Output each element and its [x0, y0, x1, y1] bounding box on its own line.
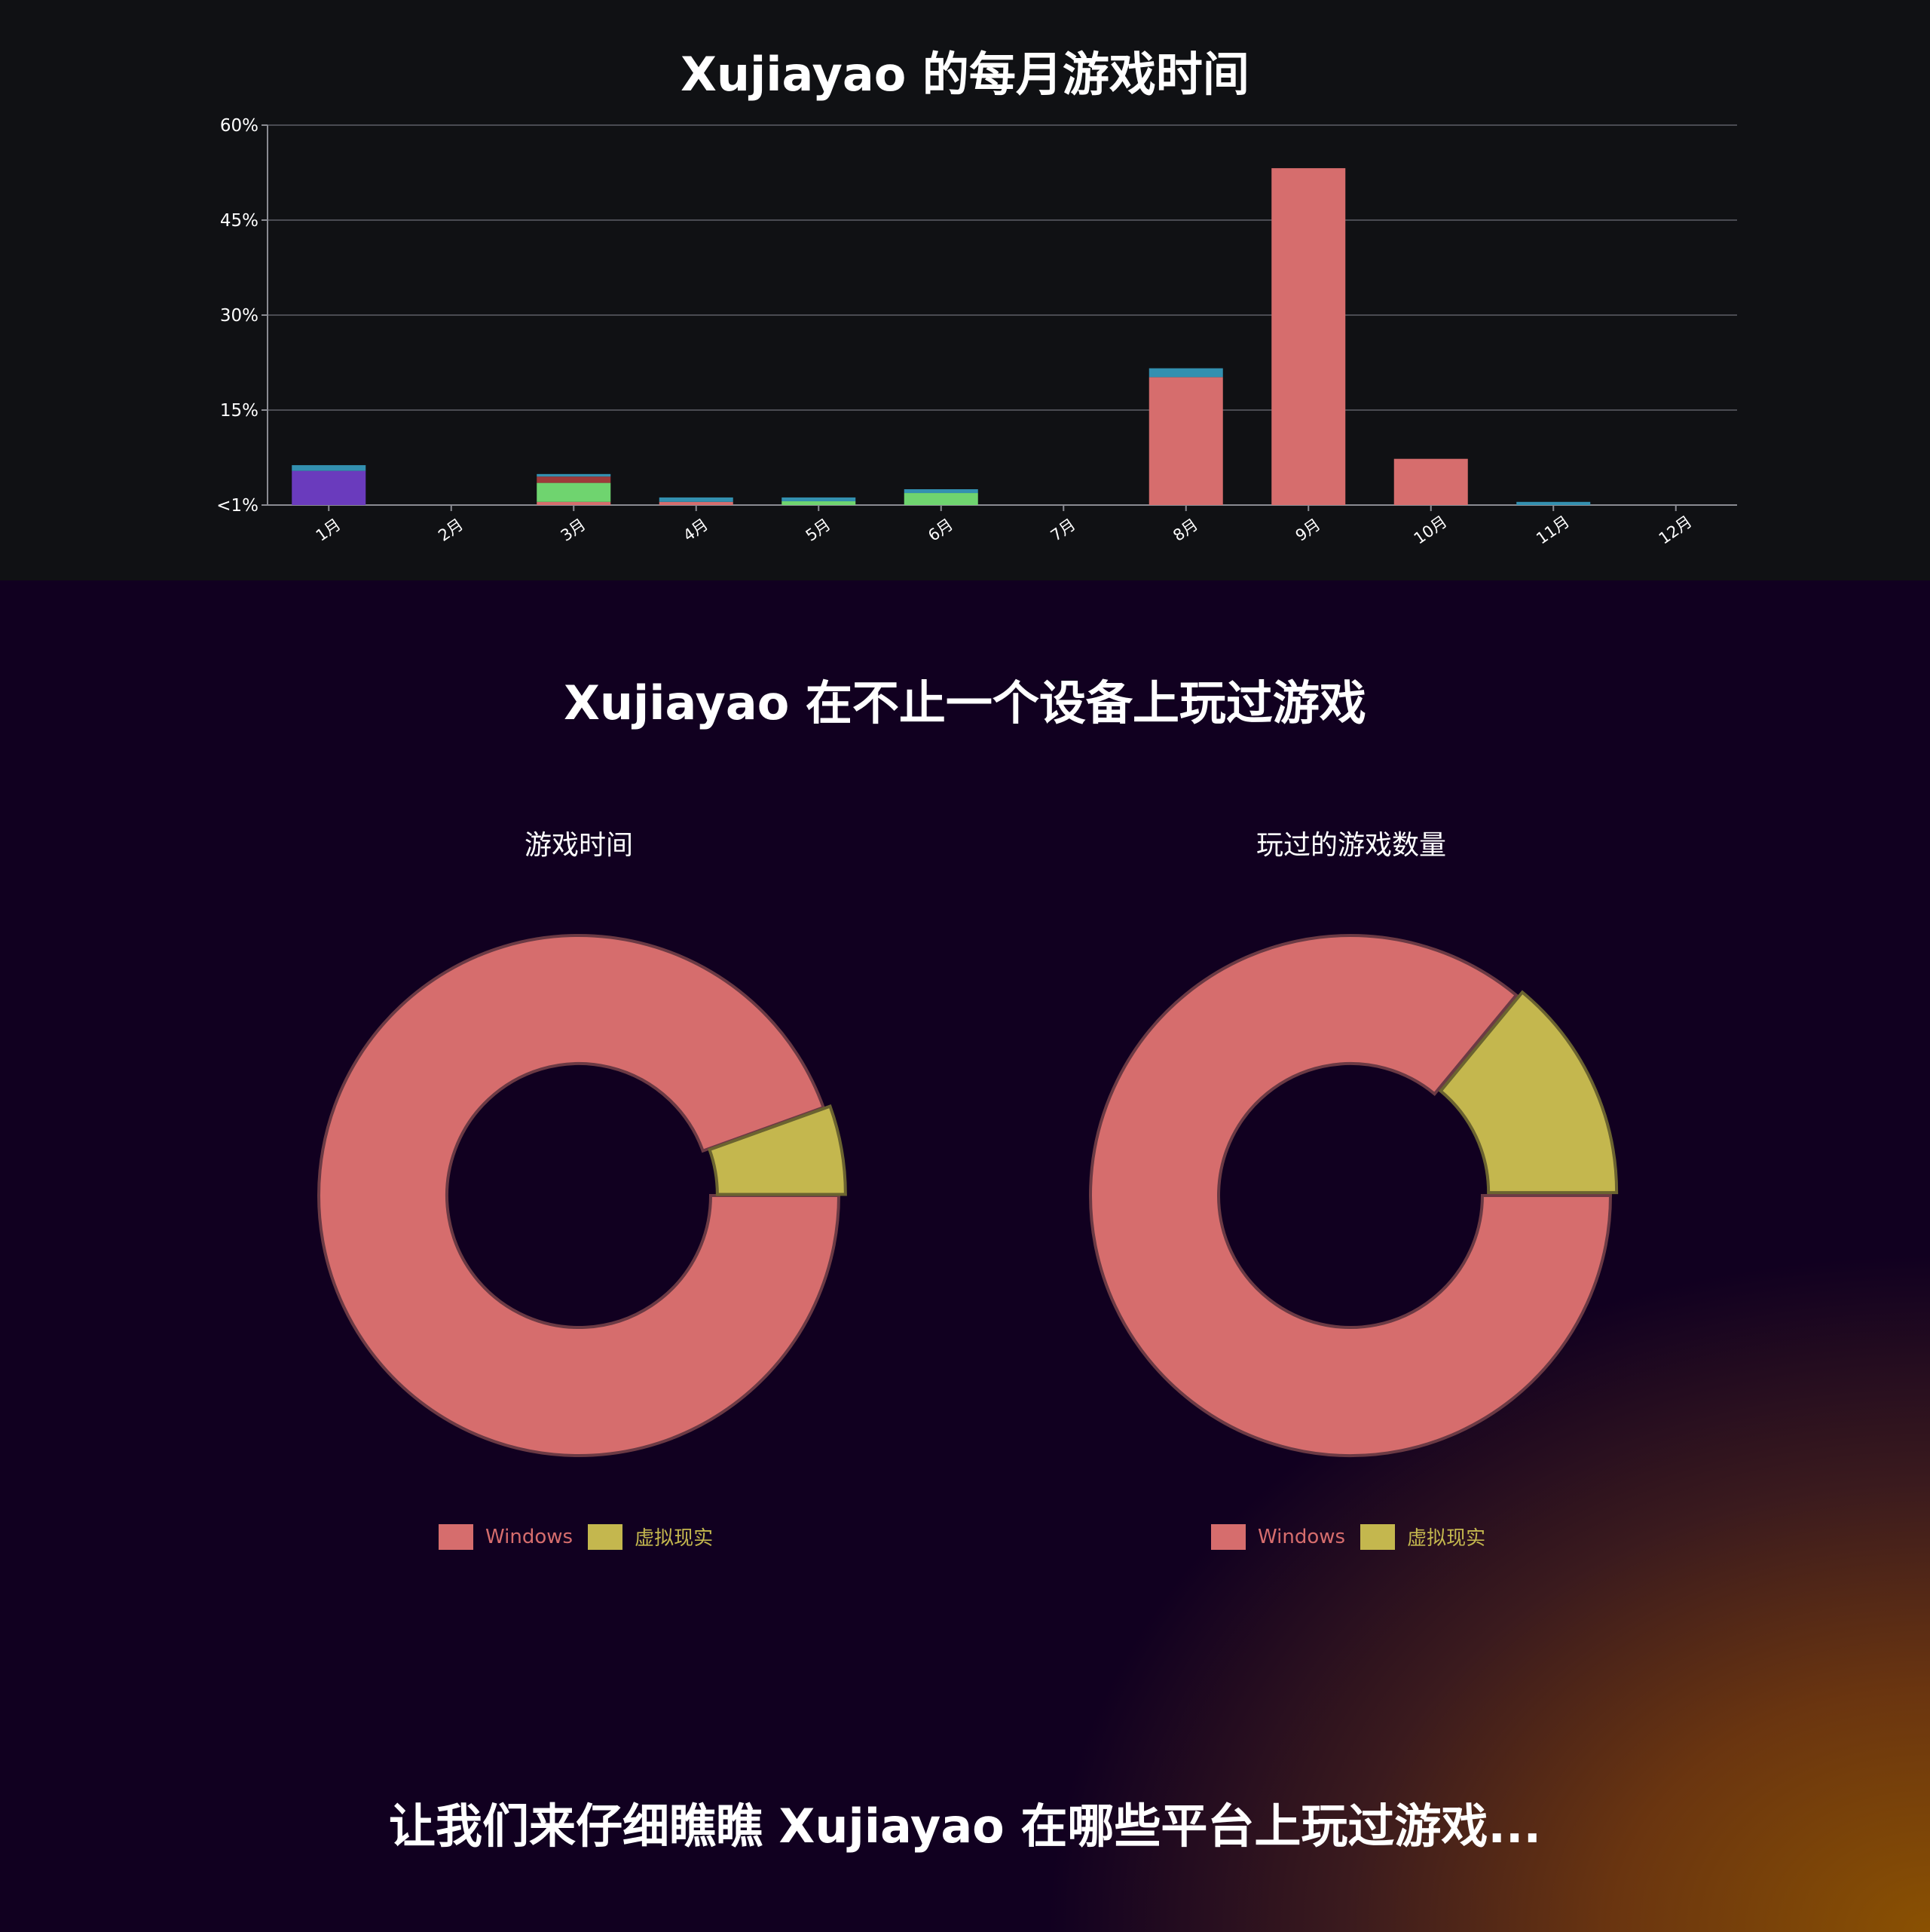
x-tick-label: 2月: [435, 515, 466, 544]
legend-games: Windows 虚拟现实: [1211, 1523, 1500, 1551]
platforms-footer-text: 让我们来仔细瞧瞧 Xujiayao 在哪些平台上玩过游戏...: [0, 1788, 1930, 1856]
monthly-playtime-section: Xujiayao 的每月游戏时间 60% 45% 30% 15% <1% 1月 2月 3月 4月…: [0, 0, 1930, 580]
x-tick-label: 6月: [925, 515, 956, 544]
bar-segment: [1271, 168, 1345, 505]
x-tick-label: 8月: [1170, 515, 1201, 544]
legend-swatch-vr: [588, 1524, 622, 1550]
bar-segment: [781, 498, 855, 501]
bar-segment: [537, 476, 610, 482]
legend-swatch-windows: [439, 1524, 473, 1550]
bar-segment: [537, 502, 610, 505]
x-tick-label: 9月: [1292, 515, 1324, 544]
x-tick-label: 4月: [680, 515, 711, 544]
y-tick-label: 45%: [220, 211, 258, 231]
x-tick-label: 11月: [1533, 513, 1573, 548]
x-tick-label: 3月: [558, 515, 589, 544]
x-tick-label: 12月: [1656, 513, 1696, 548]
donut-charts: [0, 580, 1930, 1932]
legend-label-windows: Windows: [1258, 1526, 1345, 1548]
legend-swatch-vr: [1360, 1524, 1395, 1550]
bar-segment: [292, 465, 366, 471]
bar-segment: [904, 489, 978, 493]
legend-playtime: Windows 虚拟现实: [439, 1523, 728, 1551]
x-tick-label: 1月: [313, 515, 344, 544]
bar-segment: [659, 498, 733, 502]
bar-segment: [1149, 377, 1223, 505]
legend-label-vr: 虚拟现实: [635, 1523, 713, 1551]
bar-segment: [1149, 369, 1223, 378]
y-tick-label: <1%: [216, 496, 258, 516]
bar-segment: [537, 474, 610, 476]
bar-segment: [537, 483, 610, 502]
x-tick-label: 10月: [1411, 513, 1451, 548]
bar-segment: [781, 501, 855, 505]
legend-label-vr: 虚拟现实: [1407, 1523, 1485, 1551]
y-tick-label: 60%: [220, 116, 258, 136]
bar-segment: [1516, 502, 1590, 505]
x-tick-label: 5月: [803, 515, 834, 544]
x-tick-label: 7月: [1048, 515, 1079, 544]
bar-segment: [904, 493, 978, 505]
devices-section: Xujiayao 在不止一个设备上玩过游戏 游戏时间 玩过的游戏数量 Windo…: [0, 580, 1930, 1932]
y-tick-label: 30%: [220, 306, 258, 326]
bar-segment: [292, 471, 366, 505]
bar-segment: [1394, 459, 1468, 505]
monthly-bar-chart: 60% 45% 30% 15% <1% 1月 2月 3月 4月 5月 6月 7月 8月 9月 10月 11月 1…: [0, 0, 1930, 580]
legend-swatch-windows: [1211, 1524, 1246, 1550]
y-tick-label: 15%: [220, 401, 258, 421]
bar-segment: [659, 502, 733, 505]
legend-label-windows: Windows: [485, 1526, 573, 1548]
